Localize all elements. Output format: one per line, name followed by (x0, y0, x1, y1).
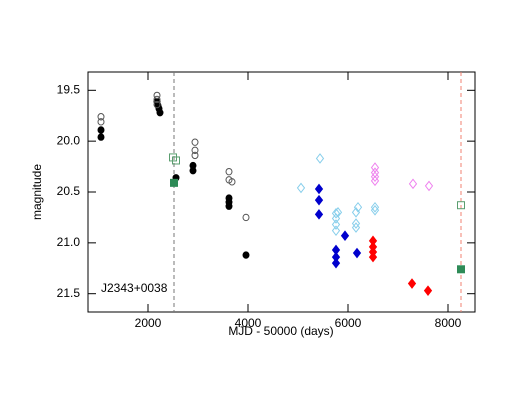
data-point (97, 113, 105, 121)
data-point (315, 153, 325, 164)
y-tick-label: 21.5 (57, 286, 81, 300)
data-point (331, 208, 341, 219)
data-point (370, 171, 380, 183)
data-point (314, 209, 324, 220)
data-point (225, 202, 233, 210)
data-point (370, 201, 380, 213)
data-point (191, 146, 199, 155)
data-point (351, 222, 361, 233)
data-point (340, 230, 350, 242)
y-axis-label: magnitude (30, 164, 44, 220)
data-point (153, 95, 161, 104)
data-point (314, 194, 324, 206)
data-point (228, 178, 236, 186)
data-point (423, 285, 433, 296)
data-point (331, 219, 341, 230)
y-tick-label: 20.5 (57, 184, 81, 198)
x-tick-label: 4000 (235, 316, 262, 330)
data-point (352, 247, 362, 259)
data-point (191, 151, 199, 160)
data-point (314, 183, 324, 195)
data-point (97, 133, 105, 141)
data-point (353, 201, 363, 213)
y-tick-label: 20.0 (57, 133, 81, 147)
data-point (351, 218, 361, 229)
data-point (242, 251, 250, 259)
data-point (368, 251, 378, 263)
plot-frame (87, 71, 476, 313)
data-point (97, 118, 105, 126)
data-point (191, 138, 199, 146)
data-point (408, 178, 418, 190)
data-point (170, 178, 178, 187)
data-point (153, 100, 161, 109)
x-tick-label: 6000 (335, 316, 362, 330)
data-point (225, 167, 233, 176)
data-point (153, 91, 161, 100)
data-point (370, 175, 380, 187)
data-point (242, 213, 250, 222)
annotation: J2343+0038 (101, 281, 168, 295)
y-tick-label: 19.5 (57, 82, 81, 96)
data-point (156, 108, 164, 117)
data-point (331, 257, 341, 269)
data-point (333, 207, 343, 218)
y-tick-label: 21.0 (57, 235, 81, 249)
data-point (424, 180, 434, 192)
x-tick-label: 2000 (135, 316, 162, 330)
x-axis-label: MJD - 50000 (days) (228, 324, 333, 338)
data-point (407, 278, 417, 289)
data-point (457, 201, 465, 210)
data-point (172, 156, 180, 165)
data-point (457, 265, 465, 274)
data-point (189, 166, 197, 175)
data-point (97, 126, 105, 134)
data-point (370, 167, 380, 178)
x-tick-label: 8000 (435, 316, 462, 330)
data-point (370, 204, 380, 216)
data-point (331, 225, 341, 236)
data-point (296, 182, 306, 194)
